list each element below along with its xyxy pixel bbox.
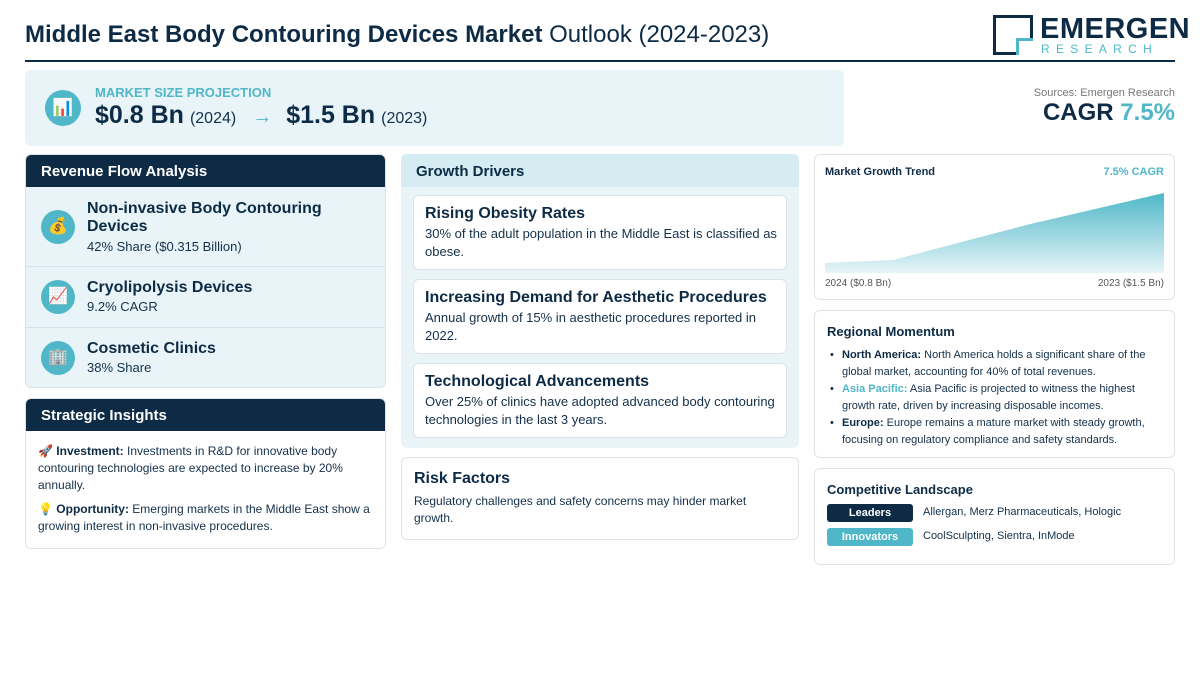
market-size-projection: 📊 MARKET SIZE PROJECTION $0.8 Bn (2024) → $… <box>25 70 844 146</box>
risk-factors-heading: Risk Factors <box>414 470 511 487</box>
trend-cagr-label: 7.5% CAGR <box>1103 166 1164 178</box>
office-building-icon: 🏢 <box>41 341 75 375</box>
growth-drivers-card: Growth Drivers Rising Obesity Rates 30% … <box>401 154 799 448</box>
revenue-item-sub: 9.2% CAGR <box>87 299 158 314</box>
revenue-item: 📈 Cryolipolysis Devices 9.2% CAGR <box>26 267 385 328</box>
leaders-badge: Leaders <box>827 504 913 522</box>
regional-momentum-card: Regional Momentum North America: North A… <box>814 310 1175 458</box>
competitor-names: Allergan, Merz Pharmaceuticals, Hologic <box>923 506 1122 518</box>
revenue-item-title: Non-invasive Body Contouring Devices <box>87 200 322 235</box>
emergen-research-logo: EMERGEN RESEARCH <box>993 13 1190 57</box>
revenue-flow-card: Revenue Flow Analysis 💰 Non-invasive Bod… <box>25 154 386 388</box>
trend-start-label: 2024 ($0.8 Bn) <box>825 278 892 289</box>
innovators-badge: Innovators <box>827 528 913 546</box>
revenue-item-title: Cryolipolysis Devices <box>87 279 253 296</box>
page-title: Middle East Body Contouring Devices Mark… <box>25 21 770 48</box>
insight-investment: 🚀 Investment: Investments in R&D for inn… <box>38 444 343 492</box>
sources-note: Sources: Emergen Research <box>1033 87 1175 99</box>
driver-title: Rising Obesity Rates <box>425 205 586 222</box>
revenue-item-sub: 38% Share <box>87 360 152 375</box>
revenue-item-title: Cosmetic Clinics <box>87 340 216 357</box>
end-value: $1.5 Bn <box>286 101 376 129</box>
competitor-names: CoolSculpting, Sientra, InMode <box>923 530 1075 542</box>
growth-drivers-heading: Growth Drivers <box>401 154 799 187</box>
region-item: North America: North America holds a sig… <box>827 347 1167 381</box>
trend-title: Market Growth Trend <box>825 166 936 178</box>
insight-opportunity: 💡 Opportunity: Emerging markets in the M… <box>38 502 370 533</box>
projection-values: $0.8 Bn (2024) → $1.5 Bn (2023) <box>95 101 427 130</box>
driver-card: Rising Obesity Rates 30% of the adult po… <box>413 195 787 270</box>
arrow-right-icon: → <box>252 106 273 128</box>
market-growth-trend-card: Market Growth Trend 7.5% CAGR 2024 ($0.8… <box>814 154 1175 300</box>
trend-area <box>825 193 1164 273</box>
end-year: (2023) <box>381 110 428 127</box>
logo-subtitle: RESEARCH <box>1041 42 1159 56</box>
chart-increasing-icon: 📈 <box>41 280 75 314</box>
logo-mark-icon <box>993 15 1033 55</box>
driver-title: Technological Advancements <box>425 373 650 390</box>
regional-momentum-heading: Regional Momentum <box>827 324 955 339</box>
cagr-value: 7.5% <box>1120 99 1175 126</box>
projection-label: MARKET SIZE PROJECTION <box>95 85 272 100</box>
driver-text: Over 25% of clinics have adopted advance… <box>425 394 775 427</box>
regional-list: North America: North America holds a sig… <box>827 347 1167 449</box>
driver-text: 30% of the adult population in the Middl… <box>425 226 777 259</box>
bar-chart-icon: 📊 <box>45 90 81 126</box>
money-bag-icon: 💰 <box>41 210 75 244</box>
competitive-landscape-card: Competitive Landscape Leaders Allergan, … <box>814 468 1175 565</box>
revenue-item-sub: 42% Share ($0.315 Billion) <box>87 239 242 254</box>
strategic-insights-card: Strategic Insights 🚀 Investment: Investm… <box>25 398 386 549</box>
revenue-item: 🏢 Cosmetic Clinics 38% Share <box>26 328 385 387</box>
competitive-landscape-heading: Competitive Landscape <box>827 482 973 497</box>
risk-factors-text: Regulatory challenges and safety concern… <box>414 494 747 525</box>
driver-title: Increasing Demand for Aesthetic Procedur… <box>425 289 767 306</box>
region-item: Asia Pacific: Asia Pacific is projected … <box>827 381 1167 415</box>
driver-text: Annual growth of 15% in aesthetic proced… <box>425 310 756 343</box>
cagr-headline: CAGR 7.5% <box>1042 99 1175 126</box>
logo-name: EMERGEN <box>1040 13 1191 45</box>
driver-card: Increasing Demand for Aesthetic Procedur… <box>413 279 787 354</box>
start-value: $0.8 Bn <box>95 101 184 129</box>
revenue-item: 💰 Non-invasive Body Contouring Devices 4… <box>26 188 385 267</box>
page-header: Middle East Body Contouring Devices Mark… <box>25 10 1190 62</box>
rocket-icon: 🚀 <box>38 444 53 458</box>
trend-end-label: 2023 ($1.5 Bn) <box>1097 278 1164 289</box>
driver-card: Technological Advancements Over 25% of c… <box>413 363 787 438</box>
region-item: Europe: Europe remains a mature market w… <box>827 415 1167 449</box>
light-bulb-icon: 💡 <box>38 502 53 516</box>
revenue-flow-heading: Revenue Flow Analysis <box>26 155 385 187</box>
risk-factors-card: Risk Factors Regulatory challenges and s… <box>401 457 799 540</box>
growth-trend-chart <box>825 193 1164 273</box>
start-year: (2024) <box>189 110 237 127</box>
strategic-insights-heading: Strategic Insights <box>26 399 385 431</box>
